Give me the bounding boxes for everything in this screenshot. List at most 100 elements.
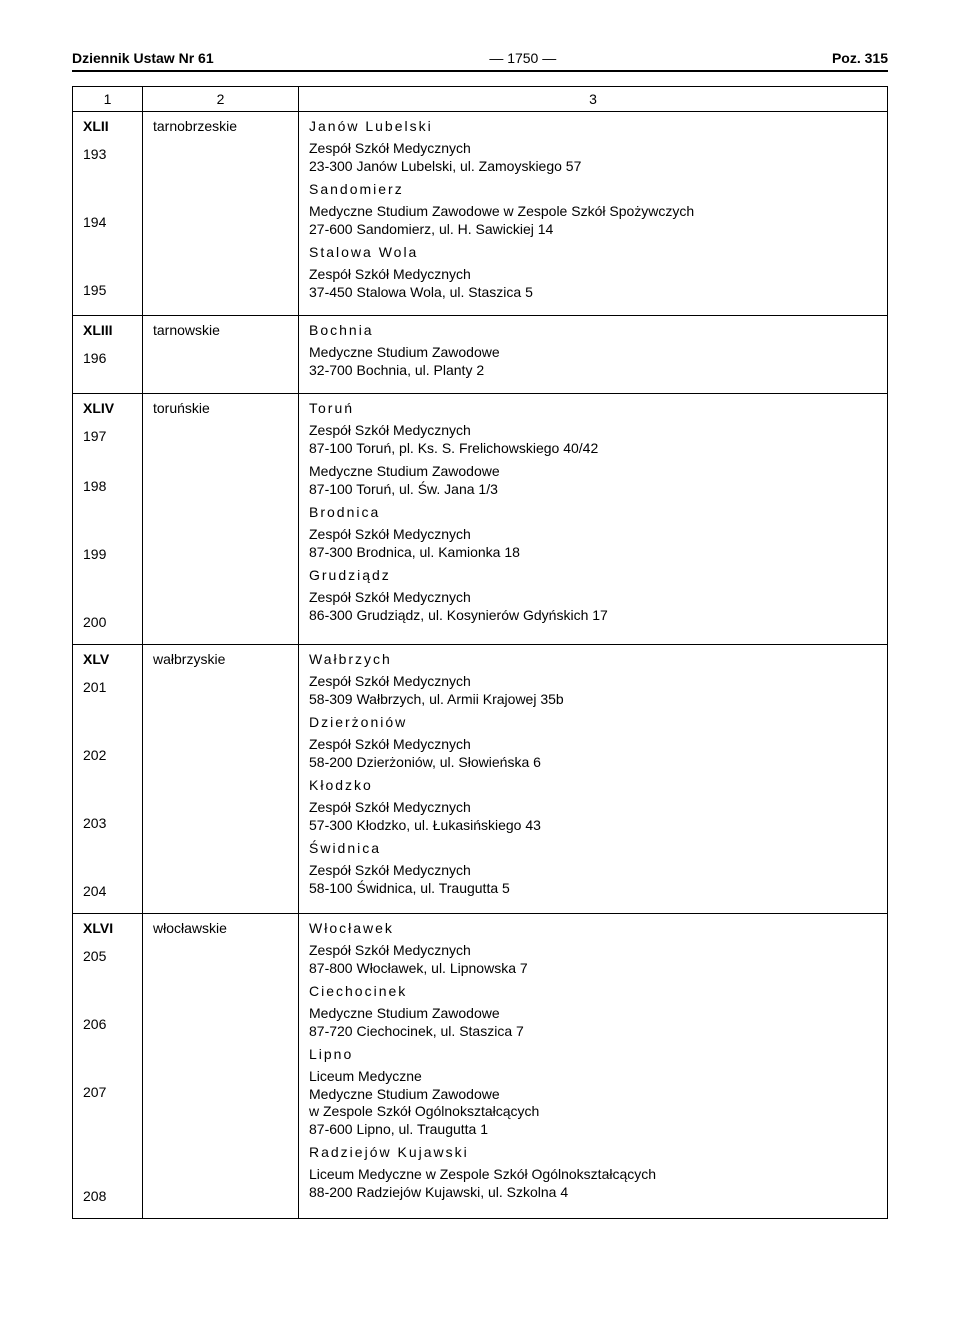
cell-col2: wałbrzyskie (143, 645, 299, 914)
cell-col1: XLVI205206207208 (73, 914, 143, 1219)
cell-col3: Bochnia Medyczne Studium Zawodowe32-700 B… (299, 316, 888, 394)
item-number: 197 (83, 428, 132, 444)
cell-col3: WałbrzychZespół Szkół Medycznych58-309 W… (299, 645, 888, 914)
table-row: XLIII 196 tarnowskie Bochnia Medyczne Studiu… (73, 316, 888, 394)
city-heading: Brodnica (309, 504, 877, 520)
cell-col1: XLV 201 202 203 204 (73, 645, 143, 914)
page: Dziennik Ustaw Nr 61 — 1750 — Poz. 315 1… (0, 0, 960, 1259)
roman-numeral: XLII (83, 118, 132, 134)
item-number: 193 (83, 146, 132, 162)
cell-col3: ToruńZespół Szkół Medycznych87-100 Toruń… (299, 394, 888, 645)
city-heading: Włocławek (309, 920, 877, 936)
entry-line: Zespół Szkół Medycznych (309, 673, 877, 691)
col-header-3: 3 (299, 87, 888, 112)
school-entry: Zespół Szkół Medycznych87-300 Brodnica, … (309, 526, 877, 561)
entry-line: 58-309 Wałbrzych, ul. Armii Krajowej 35b (309, 691, 877, 709)
item-number: 194 (83, 214, 132, 230)
entry-line: Zespół Szkół Medycznych (309, 799, 877, 817)
cell-col2: toruńskie (143, 394, 299, 645)
header-center: — 1750 — (489, 50, 556, 66)
roman-numeral: XLVI (83, 920, 132, 936)
entry-line: 87-600 Lipno, ul. Traugutta 1 (309, 1121, 877, 1139)
entry-line: 86-300 Grudziądz, ul. Kosynierów Gdyński… (309, 607, 877, 625)
item-number: 201 (83, 679, 132, 695)
cell-col1: XLII 193 194 195 (73, 112, 143, 316)
school-entry: Medyczne Studium Zawodowe w Zespole Szkó… (309, 203, 877, 238)
entry-line: 32-700 Bochnia, ul. Planty 2 (309, 362, 877, 380)
item-number: 204 (83, 883, 132, 899)
table-row: XLII 193 194 195 tarnobrzeskie Janów Lubelski… (73, 112, 888, 316)
city-heading: Dzierżoniów (309, 714, 877, 730)
city-heading: Świdnica (309, 840, 877, 856)
city-heading: Lipno (309, 1046, 877, 1062)
city-heading: Bochnia (309, 322, 877, 338)
entry-line: Zespół Szkół Medycznych (309, 140, 877, 158)
entry-line: 87-300 Brodnica, ul. Kamionka 18 (309, 544, 877, 562)
school-entry: Zespół Szkół Medycznych57-300 Kłodzko, u… (309, 799, 877, 834)
item-number: 202 (83, 747, 132, 763)
voivodeship-name: tarnobrzeskie (153, 118, 288, 134)
school-entry: Medyczne Studium Zawodowe87-720 Ciechoci… (309, 1005, 877, 1040)
entry-line: 57-300 Kłodzko, ul. Łukasińskiego 43 (309, 817, 877, 835)
cell-col3: Włocławek Zespół Szkół Medycznych87-800 W… (299, 914, 888, 1219)
entry-line: 87-100 Toruń, ul. Św. Jana 1/3 (309, 481, 877, 499)
table-body: XLII 193 194 195 tarnobrzeskie Janów Lubelski… (73, 112, 888, 1219)
city-heading: Grudziądz (309, 567, 877, 583)
entry-line: Medyczne Studium Zawodowe (309, 1086, 877, 1104)
cell-col2: włocławskie (143, 914, 299, 1219)
entry-line: Zespół Szkół Medycznych (309, 526, 877, 544)
school-entry: Zespół Szkół Medycznych58-100 Świdnica, … (309, 862, 877, 897)
item-number: 195 (83, 282, 132, 298)
school-entry: Medyczne Studium Zawodowe32-700 Bochnia,… (309, 344, 877, 379)
entry-line: 58-100 Świdnica, ul. Traugutta 5 (309, 880, 877, 898)
city-heading: Ciechocinek (309, 983, 877, 999)
entry-line: Zespół Szkół Medycznych (309, 589, 877, 607)
col-header-2: 2 (143, 87, 299, 112)
roman-numeral: XLIV (83, 400, 132, 416)
entry-line: Zespół Szkół Medycznych (309, 422, 877, 440)
item-number: 198 (83, 478, 132, 494)
entry-line: 23-300 Janów Lubelski, ul. Zamoyskiego 5… (309, 158, 877, 176)
col-header-1: 1 (73, 87, 143, 112)
item-number: 203 (83, 815, 132, 831)
school-entry: Zespół Szkół Medycznych87-800 Włocławek,… (309, 942, 877, 977)
table-row: XLIV197198199200toruńskieToruńZespół Szk… (73, 394, 888, 645)
city-heading: Sandomierz (309, 181, 877, 197)
entry-line: Zespół Szkół Medycznych (309, 736, 877, 754)
item-number: 207 (83, 1084, 132, 1100)
entry-line: w Zespole Szkół Ogólnokształcących (309, 1103, 877, 1121)
header-right: Poz. 315 (832, 50, 888, 66)
item-number: 206 (83, 1016, 132, 1032)
school-entry: Zespół Szkół Medycznych58-200 Dzierżonió… (309, 736, 877, 771)
entry-line: Zespół Szkół Medycznych (309, 942, 877, 960)
table-row: XLV 201 202 203 204 wałbrzyskie Wałbrzych Zespó… (73, 645, 888, 914)
cell-col2: tarnowskie (143, 316, 299, 394)
cell-col1: XLIV197198199200 (73, 394, 143, 645)
school-entry: Zespół Szkół Medycznych58-309 Wałbrzych,… (309, 673, 877, 708)
city-heading: Janów Lubelski (309, 118, 877, 134)
table-row: XLVI205206207208włocławskieWłocławekZesp… (73, 914, 888, 1219)
entry-line: 37-450 Stalowa Wola, ul. Staszica 5 (309, 284, 877, 302)
school-entry: Zespół Szkół Medycznych87-100 Toruń, pl.… (309, 422, 877, 457)
school-entry: Liceum MedyczneMedyczne Studium Zawodowe… (309, 1068, 877, 1138)
voivodeship-name: tarnowskie (153, 322, 288, 338)
city-heading: Kłodzko (309, 777, 877, 793)
entry-line: Medyczne Studium Zawodowe (309, 344, 877, 362)
main-table: 1 2 3 XLII 193 194 195 tarnobrzeskie Janów Lu… (72, 86, 888, 1219)
school-entry: Liceum Medyczne w Zespole Szkół Ogólnoks… (309, 1166, 877, 1201)
entry-line: Medyczne Studium Zawodowe (309, 1005, 877, 1023)
roman-numeral: XLIII (83, 322, 132, 338)
item-number: 200 (83, 614, 132, 630)
entry-line: Zespół Szkół Medycznych (309, 266, 877, 284)
school-entry: Zespół Szkół Medycznych23-300 Janów Lube… (309, 140, 877, 175)
cell-col2: tarnobrzeskie (143, 112, 299, 316)
item-number: 196 (83, 350, 132, 366)
city-heading: Radziejów Kujawski (309, 1144, 877, 1160)
cell-col1: XLIII 196 (73, 316, 143, 394)
school-entry: Medyczne Studium Zawodowe87-100 Toruń, u… (309, 463, 877, 498)
city-heading: Stalowa Wola (309, 244, 877, 260)
school-entry: Zespół Szkół Medycznych86-300 Grudziądz,… (309, 589, 877, 624)
roman-numeral: XLV (83, 651, 132, 667)
city-heading: Wałbrzych (309, 651, 877, 667)
entry-line: Liceum Medyczne (309, 1068, 877, 1086)
